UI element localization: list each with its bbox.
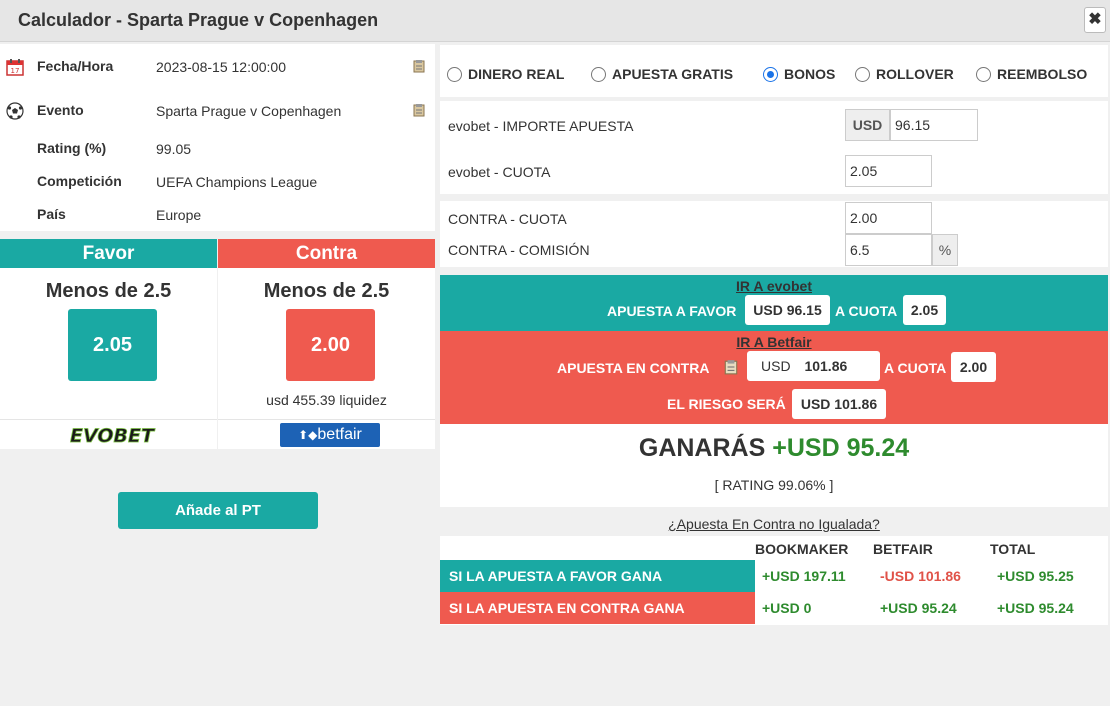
contra-wins-total: +USD 95.24: [997, 600, 1074, 616]
betfair-logo-text: betfair: [317, 426, 362, 443]
go-to-betfair-link[interactable]: IR A Betfair: [736, 334, 812, 350]
contra-comision-label: CONTRA - COMISIÓN: [448, 242, 590, 258]
lay-bet-band: IR A Betfair APUESTA EN CONTRA USD 101.8…: [440, 331, 1108, 424]
favor-wins-bookmaker: +USD 197.11: [762, 568, 846, 584]
favor-header: Favor: [0, 239, 217, 268]
info-row-fecha: 17 Fecha/Hora 2023-08-15 12:00:00: [0, 56, 435, 80]
evobet-logo-cell: EVOBET: [0, 419, 217, 449]
percent-addon: %: [932, 234, 958, 266]
go-to-evobet-link[interactable]: IR A evobet: [736, 278, 812, 294]
radio-icon[interactable]: [447, 67, 462, 82]
mode-dinero-real[interactable]: DINERO REAL: [447, 66, 564, 82]
rating-label: Rating (%): [37, 140, 107, 156]
risk-label: EL RIESGO SERÁ: [667, 396, 786, 412]
radio-icon[interactable]: [591, 67, 606, 82]
event-info-panel: 17 Fecha/Hora 2023-08-15 12:00:00 Evento…: [0, 44, 435, 231]
row-contra-wins-label: SI LA APUESTA EN CONTRA GANA: [440, 592, 755, 624]
cuota-label: evobet - CUOTA: [448, 164, 551, 180]
bet-mode-selector: DINERO REAL APUESTA GRATIS BONOS ROLLOVE…: [440, 45, 1108, 97]
favor-market: Menos de 2.5: [45, 280, 172, 302]
row-favor-wins-label: SI LA APUESTA A FAVOR GANA: [440, 560, 755, 592]
outcome-table: BOOKMAKER BETFAIR TOTAL SI LA APUESTA A …: [440, 536, 1108, 625]
calendar-icon: 17: [6, 59, 24, 76]
evobet-logo[interactable]: EVOBET: [64, 424, 160, 446]
back-stake-box: USD 96.15: [745, 295, 830, 325]
fecha-value: 2023-08-15 12:00:00: [156, 59, 286, 75]
favor-odds-box[interactable]: 2.05: [68, 309, 157, 381]
betfair-logo[interactable]: ⬆◆betfair: [280, 423, 380, 447]
importe-label: evobet - IMPORTE APUESTA: [448, 118, 634, 134]
info-row-competicion: Competición UEFA Champions League: [0, 171, 435, 195]
lay-odds-label: A CUOTA: [884, 360, 947, 376]
risk-box: USD 101.86: [792, 389, 886, 419]
cuota-input[interactable]: 2.05: [845, 155, 932, 187]
title-bar: Calculador - Sparta Prague v Copenhagen …: [0, 0, 1110, 42]
contra-odds-box[interactable]: 2.00: [286, 309, 375, 381]
header-bookmaker: BOOKMAKER: [755, 541, 849, 557]
profit-value: +USD 95.24: [772, 434, 910, 462]
lay-bet-label: APUESTA EN CONTRA: [557, 360, 710, 376]
mode-rollover[interactable]: ROLLOVER: [855, 66, 954, 82]
add-to-pt-button[interactable]: Añade al PT: [118, 492, 318, 529]
contra-comision-input[interactable]: 6.5: [845, 234, 932, 266]
profit-headline: GANARÁS +USD 95.24: [440, 434, 1108, 463]
soccer-ball-icon: [6, 102, 24, 120]
competicion-value: UEFA Champions League: [156, 174, 318, 190]
favor-wins-betfair: -USD 101.86: [880, 568, 961, 584]
back-odds-box: 2.05: [903, 295, 946, 325]
clipboard-icon[interactable]: [724, 359, 738, 375]
lay-currency: USD: [761, 358, 791, 374]
contra-cuota-input[interactable]: 2.00: [845, 202, 932, 234]
lay-stake-input[interactable]: USD 101.86: [747, 351, 880, 381]
evento-value: Sparta Prague v Copenhagen: [156, 103, 342, 119]
contra-cuota-label: CONTRA - CUOTA: [448, 211, 567, 227]
contra-wins-bookmaker: +USD 0: [762, 600, 812, 616]
betfair-logo-cell: ⬆◆betfair: [218, 419, 435, 449]
pais-label: País: [37, 206, 66, 222]
contra-liquidity: usd 455.39 liquidez: [266, 392, 387, 408]
result-panel: GANARÁS +USD 95.24 [ RATING 99.06% ]: [440, 424, 1108, 507]
mode-bonos[interactable]: BONOS: [763, 66, 835, 82]
rating-value: 99.05: [156, 141, 192, 157]
header-betfair: BETFAIR: [873, 541, 933, 557]
back-bet-band: IR A evobet APUESTA A FAVOR USD 96.15 A …: [440, 275, 1108, 331]
importe-input[interactable]: 96.15: [890, 109, 978, 141]
contra-header: Contra: [218, 239, 435, 268]
pais-value: Europe: [156, 207, 202, 223]
unmatched-lay-link[interactable]: ¿Apuesta En Contra no Igualada?: [668, 516, 880, 532]
contra-market: Menos de 2.5: [263, 280, 390, 302]
mode-apuesta-gratis[interactable]: APUESTA GRATIS: [591, 66, 733, 82]
lay-odds-box: 2.00: [951, 352, 996, 382]
svg-text:17: 17: [11, 67, 20, 75]
competicion-label: Competición: [37, 173, 122, 189]
contra-column: Contra Menos de 2.5 2.00 usd 455.39 liqu…: [218, 239, 435, 419]
lay-panel: CONTRA - CUOTA 2.00 CONTRA - COMISIÓN 6.…: [440, 201, 1108, 267]
radio-icon[interactable]: [855, 67, 870, 82]
mode-reembolso[interactable]: REEMBOLSO: [976, 66, 1087, 82]
radio-icon[interactable]: [976, 67, 991, 82]
window-title: Calculador - Sparta Prague v Copenhagen: [18, 10, 379, 30]
currency-addon: USD: [845, 109, 890, 141]
favor-column: Favor Menos de 2.5 2.05: [0, 239, 217, 419]
svg-text:EVOBET: EVOBET: [70, 425, 156, 446]
favor-wins-total: +USD 95.25: [997, 568, 1074, 584]
close-button[interactable]: ✖: [1084, 7, 1106, 33]
radio-selected-icon[interactable]: [763, 67, 778, 82]
profit-label: GANARÁS: [638, 434, 766, 462]
clipboard-icon[interactable]: [413, 59, 425, 73]
contra-wins-betfair: +USD 95.24: [880, 600, 957, 616]
stake-panel: evobet - IMPORTE APUESTA USD 96.15 evobe…: [440, 101, 1108, 194]
back-odds-label: A CUOTA: [835, 303, 898, 319]
evento-label: Evento: [37, 102, 84, 118]
back-bet-label: APUESTA A FAVOR: [607, 303, 737, 319]
info-row-pais: País Europe: [0, 204, 435, 228]
clipboard-icon[interactable]: [413, 103, 425, 117]
result-rating: [ RATING 99.06% ]: [714, 477, 834, 493]
info-row-evento: Evento Sparta Prague v Copenhagen: [0, 100, 435, 124]
info-row-rating: Rating (%) 99.05: [0, 138, 435, 162]
header-total: TOTAL: [990, 541, 1036, 557]
fecha-label: Fecha/Hora: [37, 58, 114, 74]
lay-stake-value: 101.86: [804, 358, 848, 374]
betfair-arrow-icon: ⬆◆: [298, 428, 318, 442]
